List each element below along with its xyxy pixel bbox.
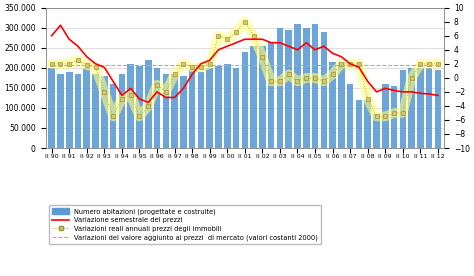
Bar [435, 70, 441, 148]
Bar [171, 74, 178, 148]
Bar [391, 86, 397, 148]
Bar [294, 24, 301, 148]
Bar [408, 68, 415, 148]
Bar [268, 42, 274, 148]
Bar [242, 52, 248, 148]
Bar [356, 100, 362, 148]
Bar [347, 84, 354, 148]
Bar [426, 68, 432, 148]
Bar [400, 70, 406, 148]
Bar [312, 24, 319, 148]
Bar [75, 74, 82, 148]
Bar [233, 68, 239, 148]
Bar [136, 66, 143, 148]
Bar [198, 72, 204, 148]
Bar [250, 46, 257, 148]
Bar [373, 114, 380, 148]
Bar [92, 74, 99, 148]
Bar [259, 46, 265, 148]
Bar [215, 66, 222, 148]
Bar [145, 60, 152, 148]
Bar [118, 74, 125, 148]
Bar [101, 76, 108, 148]
Bar [110, 84, 117, 148]
Bar [285, 30, 292, 148]
Bar [417, 68, 424, 148]
Legend: Numero abitazioni (progettate e costruite), Variazione semestrale dei prezzi, Va: Numero abitazioni (progettate e costruit… [49, 205, 321, 245]
Bar [338, 62, 345, 148]
Bar [206, 68, 213, 148]
Bar [224, 64, 230, 148]
Bar [320, 32, 327, 148]
Bar [303, 28, 310, 148]
Bar [66, 72, 73, 148]
Bar [329, 62, 336, 148]
Bar [154, 68, 160, 148]
Bar [57, 74, 64, 148]
Bar [189, 70, 195, 148]
Bar [365, 100, 371, 148]
Bar [382, 84, 389, 148]
Bar [83, 68, 90, 148]
Bar [277, 28, 283, 148]
Bar [163, 74, 169, 148]
Bar [128, 64, 134, 148]
Bar [48, 68, 55, 148]
Bar [180, 76, 187, 148]
